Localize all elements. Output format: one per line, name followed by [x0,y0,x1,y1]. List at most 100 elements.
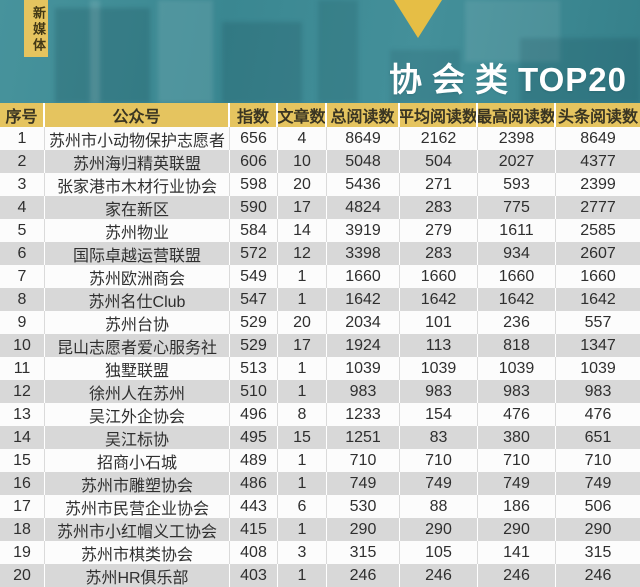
account-name-cell: 国际卓越运营联盟 [45,242,230,265]
column-header: 文章数 [278,103,327,127]
value-cell: 246 [327,564,400,587]
value-cell: 504 [400,150,478,173]
value-cell: 1251 [327,426,400,449]
table-row: 5 苏州物业 584 14 3919 279 1611 2585 [0,219,640,242]
value-cell: 2777 [580,198,616,216]
value-cell: 547 [230,288,278,311]
value-cell: 283 [400,196,478,219]
value-cell: 1660 [478,265,556,288]
rank-cell: 14 [0,426,45,449]
value-cell: 1 [278,449,327,472]
value-cell: 590 [230,196,278,219]
rank-cell: 2 [0,150,45,173]
value-cell: 983 [327,380,400,403]
account-name-cell: 昆山志愿者爱心服务社 [45,334,230,357]
value-cell: 1039 [327,357,400,380]
value-cell: 510 [230,380,278,403]
value-cell: 983 [400,380,478,403]
account-name-cell: 苏州HR俱乐部 [45,564,230,587]
table-row: 1 苏州市小动物保护志愿者 656 4 8649 2162 2398 8649 [0,127,640,150]
value-cell: 2162 [400,127,478,150]
column-header: 公众号 [45,103,230,127]
account-name-cell: 苏州台协 [45,311,230,334]
value-cell: 1 [278,288,327,311]
value-cell: 17 [278,196,327,219]
value-cell: 1347 [580,336,616,354]
column-header: 总阅读数 [327,103,400,127]
table-row: 17 苏州市民营企业协会 443 6 530 88 186 506 [0,495,640,518]
badge-label: 新媒体 [31,6,46,54]
table-row: 19 苏州市棋类协会 408 3 315 105 141 315 [0,541,640,564]
value-cell: 598 [230,173,278,196]
value-cell: 3398 [327,242,400,265]
table-row: 13 吴江外企协会 496 8 1233 154 476 476 [0,403,640,426]
value-cell: 83 [400,426,478,449]
rank-cell: 17 [0,495,45,518]
table-row: 6 国际卓越运营联盟 572 12 3398 283 934 2607 [0,242,640,265]
table-row: 4 家在新区 590 17 4824 283 775 2777 [0,196,640,219]
rank-cell: 20 [0,564,45,587]
table-row: 9 苏州台协 529 20 2034 101 236 557 [0,311,640,334]
value-cell: 4377 [580,152,616,170]
value-cell: 12 [278,242,327,265]
account-name-cell: 张家港市木材行业协会 [45,173,230,196]
value-cell: 1611 [478,219,556,242]
value-cell: 1 [278,380,327,403]
value-cell: 710 [584,451,612,469]
table-row: 3 张家港市木材行业协会 598 20 5436 271 593 2399 [0,173,640,196]
value-cell: 529 [230,311,278,334]
value-cell: 1233 [327,403,400,426]
account-name-cell: 苏州海归精英联盟 [45,150,230,173]
value-cell: 2027 [478,150,556,173]
value-cell: 530 [327,495,400,518]
value-cell: 1924 [327,334,400,357]
value-cell: 749 [327,472,400,495]
value-cell: 1 [278,265,327,288]
value-cell: 1642 [580,290,616,308]
title-top20: TOP20 [518,61,627,98]
table-row: 15 招商小石城 489 1 710 710 710 710 [0,449,640,472]
value-cell: 290 [478,518,556,541]
rank-cell: 4 [0,196,45,219]
value-cell: 1642 [478,288,556,311]
value-cell: 20 [278,173,327,196]
value-cell: 1 [278,564,327,587]
value-cell: 506 [584,497,612,515]
column-header: 头条阅读数 [557,109,638,126]
value-cell: 403 [230,564,278,587]
value-cell: 983 [478,380,556,403]
value-cell: 584 [230,219,278,242]
value-cell: 651 [584,428,612,446]
value-cell: 380 [478,426,556,449]
value-cell: 8649 [580,129,616,147]
column-header: 指数 [230,103,278,127]
account-name-cell: 招商小石城 [45,449,230,472]
value-cell: 246 [478,564,556,587]
value-cell: 934 [478,242,556,265]
rank-cell: 5 [0,219,45,242]
value-cell: 5436 [327,173,400,196]
value-cell: 476 [584,405,612,423]
account-name-cell: 苏州市民营企业协会 [45,495,230,518]
value-cell: 496 [230,403,278,426]
value-cell: 1660 [327,265,400,288]
value-cell: 2607 [580,244,616,262]
rank-cell: 9 [0,311,45,334]
value-cell: 8649 [327,127,400,150]
new-media-badge: 新媒体 [24,0,48,57]
value-cell: 315 [584,543,612,561]
table-row: 8 苏州名仕Club 547 1 1642 1642 1642 1642 [0,288,640,311]
rank-cell: 15 [0,449,45,472]
value-cell: 101 [400,311,478,334]
value-cell: 283 [400,242,478,265]
value-cell: 983 [584,382,612,400]
value-cell: 2398 [478,127,556,150]
account-name-cell: 苏州市雕塑协会 [45,472,230,495]
rank-cell: 11 [0,357,45,380]
value-cell: 20 [278,311,327,334]
value-cell: 489 [230,449,278,472]
table-row: 18 苏州市小红帽义工协会 415 1 290 290 290 290 [0,518,640,541]
value-cell: 290 [584,520,612,538]
account-name-cell: 独墅联盟 [45,357,230,380]
table-row: 11 独墅联盟 513 1 1039 1039 1039 1039 [0,357,640,380]
